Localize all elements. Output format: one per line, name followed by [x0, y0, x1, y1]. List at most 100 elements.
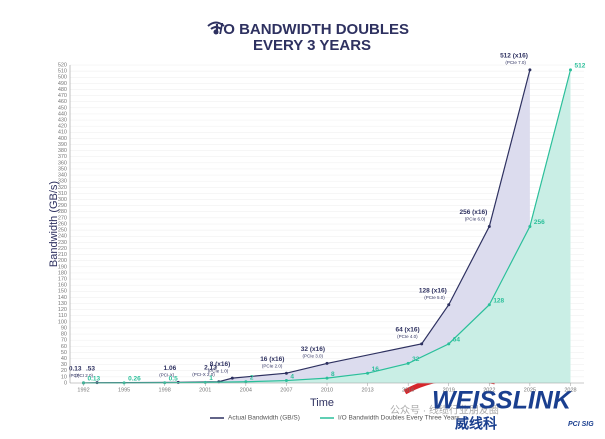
y-tick-label: 180	[58, 270, 67, 276]
y-tick-label: 440	[58, 111, 67, 117]
y-tick-label: 410	[58, 130, 67, 136]
data-label: 256 (x16)	[459, 209, 487, 216]
y-tick-label: 380	[58, 148, 67, 154]
y-tick-label: 140	[58, 295, 67, 301]
data-label: 32 (x16)	[301, 346, 325, 353]
legend-label: I/O Bandwidth Doubles Every Three Years	[338, 415, 460, 422]
data-label: 8 (x16)	[210, 361, 231, 368]
y-tick-label: 390	[58, 142, 67, 148]
y-tick-label: 220	[58, 246, 67, 252]
data-label: 128	[493, 297, 504, 304]
point	[325, 361, 329, 365]
y-tick-label: 290	[58, 203, 67, 209]
y-tick-label: 170	[58, 276, 67, 282]
wifi-icon	[207, 21, 225, 35]
data-label: 1.06	[164, 365, 177, 372]
data-label: 2.13	[204, 364, 217, 371]
x-tick-label: 2004	[240, 387, 252, 393]
y-axis-label: Bandwidth (GB/s)	[48, 181, 60, 267]
data-label: 0.13	[69, 366, 82, 373]
point	[528, 224, 532, 228]
data-label: 8	[331, 371, 335, 378]
y-tick-label: 70	[61, 338, 67, 344]
y-tick-label: 500	[58, 75, 67, 81]
y-tick-label: 460	[58, 99, 67, 105]
y-tick-label: 30	[61, 362, 67, 368]
point	[284, 371, 288, 375]
y-tick-label: 420	[58, 124, 67, 130]
data-label: 64 (x16)	[395, 327, 419, 334]
y-tick-label: 450	[58, 105, 67, 111]
data-note: (PCI)	[69, 373, 80, 378]
point	[528, 68, 532, 72]
point	[420, 342, 424, 346]
data-note: (PCI-X 2.0)	[192, 372, 215, 377]
y-tick-label: 20	[61, 368, 67, 374]
x-tick-label: 2010	[321, 387, 333, 393]
y-tick-label: 150	[58, 289, 67, 295]
point	[447, 342, 451, 346]
area	[83, 69, 571, 384]
y-tick-label: 320	[58, 185, 67, 191]
data-label: 64	[453, 337, 461, 344]
y-tick-label: 90	[61, 325, 67, 331]
legend-label: Actual Bandwidth (GB/S)	[228, 415, 300, 422]
y-tick-label: 490	[58, 81, 67, 87]
point	[487, 303, 491, 307]
y-tick-label: 370	[58, 154, 67, 160]
data-label: 16	[372, 366, 380, 373]
logo-badge: PCI SIG	[568, 421, 594, 428]
data-label: 128 (x16)	[419, 287, 447, 294]
y-tick-label: 330	[58, 179, 67, 185]
y-tick-label: 510	[58, 69, 67, 75]
point	[163, 381, 167, 385]
y-tick-label: 110	[58, 313, 67, 319]
y-tick-label: 240	[58, 234, 67, 240]
data-note: (PCIe 5.0)	[424, 295, 445, 300]
y-tick-label: 310	[58, 191, 67, 197]
point	[230, 376, 234, 380]
x-tick-label: 2016	[402, 387, 414, 393]
data-label: 512 (x16)	[500, 53, 528, 60]
data-label: 16 (x16)	[260, 356, 284, 363]
y-tick-label: 200	[58, 258, 67, 264]
data-note: (PCIe 3.0)	[302, 354, 323, 359]
y-tick-label: 470	[58, 93, 67, 99]
data-note: (PCIe 1.0)	[208, 368, 229, 373]
data-label: 0.13	[88, 376, 101, 383]
y-tick-label: 10	[61, 374, 67, 380]
data-note: (PCIe 4.0)	[397, 334, 418, 339]
x-axis-label: Time	[310, 397, 334, 409]
point	[487, 224, 491, 228]
point	[203, 380, 207, 384]
point	[447, 303, 451, 307]
data-note: (PCIe 2.0)	[262, 363, 283, 368]
x-tick-label: 2001	[199, 387, 211, 393]
y-tick-label: 350	[58, 166, 67, 172]
x-tick-label: 1995	[118, 387, 130, 393]
data-label: 4	[290, 373, 294, 380]
y-tick-label: 120	[58, 307, 67, 313]
y-tick-label: 230	[58, 240, 67, 246]
y-tick-label: 260	[58, 221, 67, 227]
y-tick-label: 340	[58, 173, 67, 179]
x-tick-label: 2025	[524, 387, 536, 393]
point	[325, 376, 329, 380]
logo-sub: 威线科	[455, 416, 497, 432]
y-tick-label: 80	[61, 332, 67, 338]
data-label: 1	[209, 375, 213, 382]
data-label: .53	[86, 365, 95, 372]
x-tick-label: 2022	[483, 387, 495, 393]
y-tick-label: 400	[58, 136, 67, 142]
data-label: 256	[534, 219, 545, 226]
y-tick-label: 480	[58, 87, 67, 93]
y-tick-label: 280	[58, 209, 67, 215]
data-note: (PCIe 6.0)	[465, 217, 486, 222]
y-tick-label: 60	[61, 344, 67, 350]
chart-title: I/O BANDWIDTH DOUBLES	[215, 21, 409, 38]
data-label: 0.26	[128, 376, 141, 383]
y-tick-label: 210	[58, 252, 67, 258]
y-tick-label: 520	[58, 62, 67, 68]
chart-title: EVERY 3 YEARS	[253, 37, 371, 54]
